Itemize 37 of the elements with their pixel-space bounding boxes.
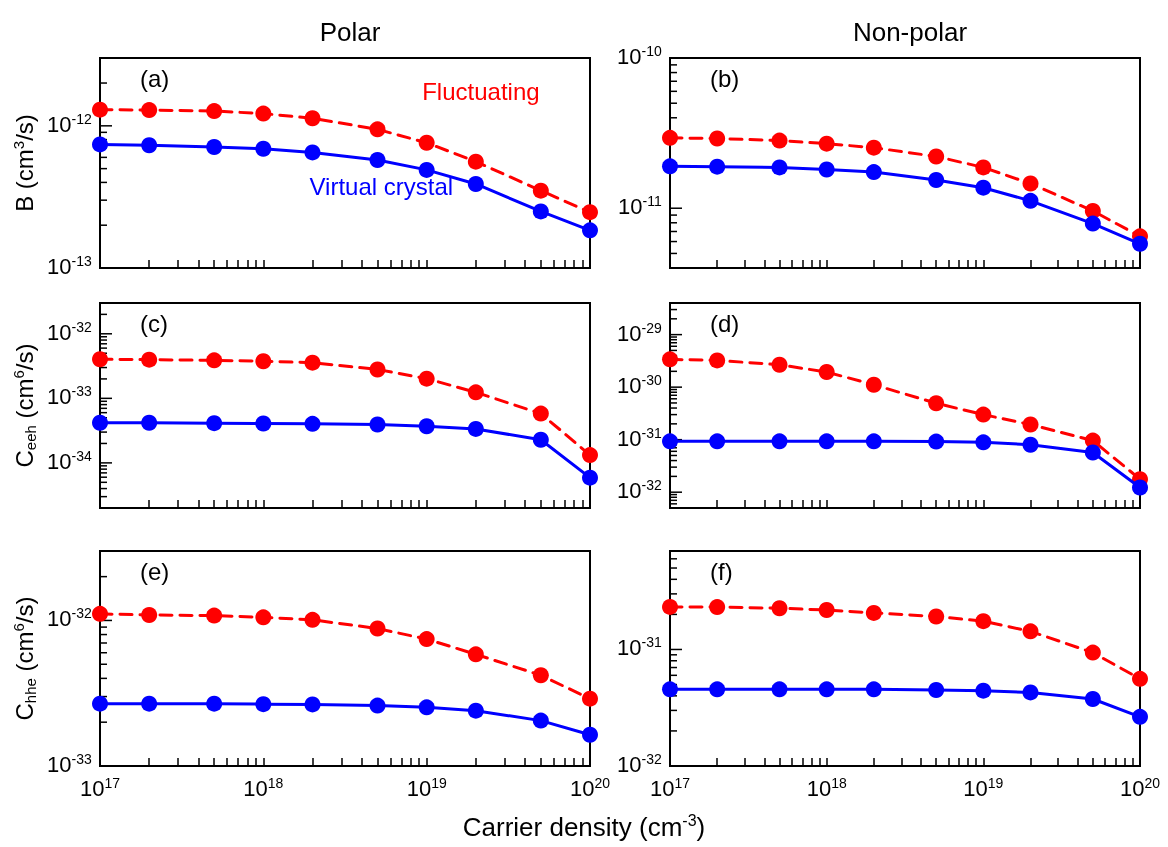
- chart-title: Polar: [319, 17, 381, 47]
- x-tick-label: 10$^{19}$: [963, 775, 1004, 802]
- y-tick-label: 10$^{-31}$: [617, 424, 662, 451]
- series-label: Fluctuating: [422, 78, 540, 106]
- x-tick-label: 10$^{18}$: [806, 775, 847, 802]
- y-tick-label: 10$^{-30}$: [617, 372, 662, 399]
- annotation: (f): [710, 557, 733, 585]
- x-axis-title: Carrier density (cm$^{-3}$): [461, 812, 707, 843]
- y-tick-label: 10$^{-10}$: [617, 43, 662, 70]
- annotation: (b): [710, 64, 740, 92]
- y-tick-label: 10$^{-29}$: [617, 319, 662, 346]
- y-tick-label: 10$^{-32}$: [617, 751, 662, 778]
- y-axis-title: B (cm3/s): [10, 114, 38, 212]
- x-tick-label: 10$^{17}$: [650, 775, 691, 802]
- y-axis-title: Ceeh (cm6/s): [10, 343, 39, 468]
- y-tick-label: 10$^{-33}$: [47, 751, 92, 778]
- annotation: (d): [710, 309, 740, 337]
- x-tick-label: 10$^{19}$: [406, 775, 447, 802]
- y-tick-label: 10$^{-33}$: [47, 383, 92, 410]
- x-tick-label: 10$^{17}$: [80, 775, 121, 802]
- annotation: (e): [140, 557, 170, 585]
- y-tick-label: 10$^{-12}$: [47, 110, 92, 138]
- x-tick-label: 10$^{20}$: [1120, 775, 1161, 802]
- y-tick-label: 10$^{-31}$: [617, 634, 662, 661]
- chart-title: Non-polar: [852, 17, 968, 47]
- y-tick-label: 10$^{-32}$: [617, 477, 662, 504]
- y-tick-label: 10$^{-32}$: [47, 318, 92, 346]
- y-axis-title: Chhe (cm6/s): [10, 596, 39, 721]
- y-tick-label: 10$^{-11}$: [618, 193, 662, 220]
- y-tick-label: 10$^{-32}$: [47, 605, 92, 632]
- annotation: (c): [140, 309, 168, 337]
- y-tick-label: 10$^{-34}$: [47, 447, 92, 475]
- series-label: Virtual crystal: [309, 172, 454, 200]
- x-tick-label: 10$^{18}$: [243, 775, 284, 802]
- annotation: (a): [140, 64, 170, 92]
- x-tick-label: 10$^{20}$: [570, 775, 611, 802]
- y-tick-label: 10$^{-13}$: [47, 253, 92, 280]
